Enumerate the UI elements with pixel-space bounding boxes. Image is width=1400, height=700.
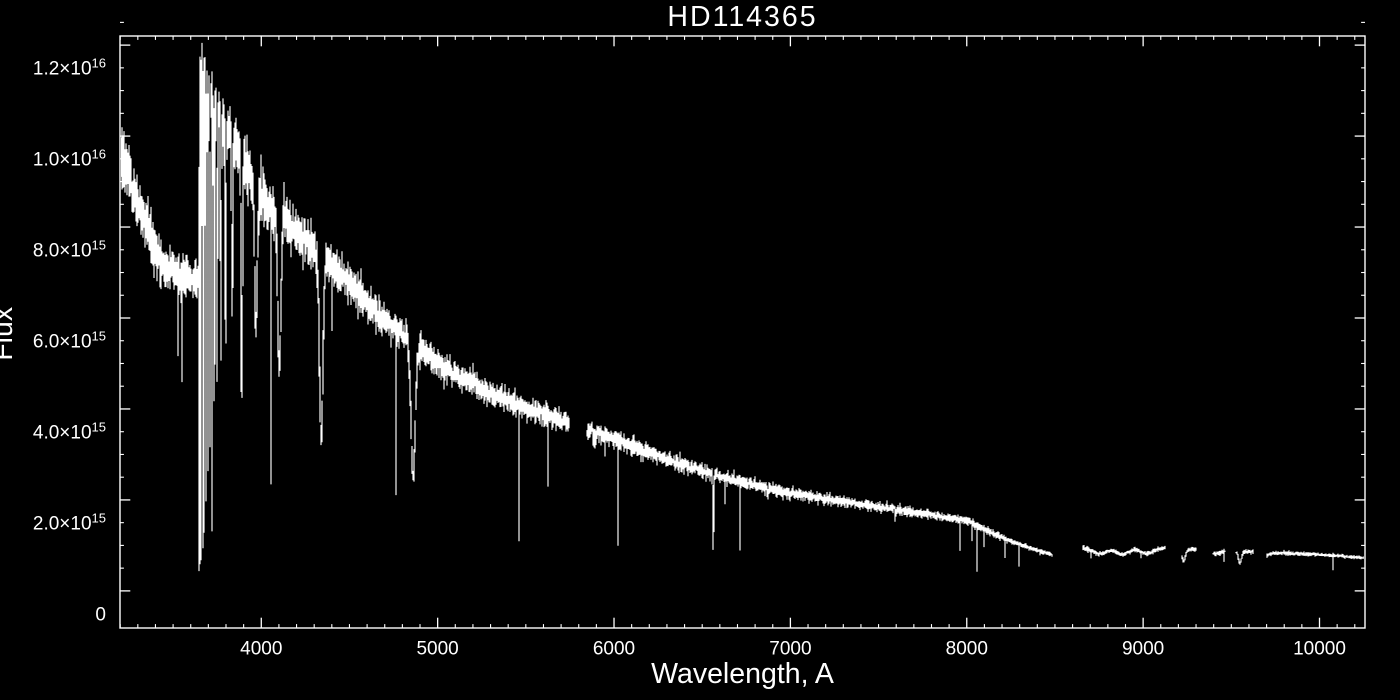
svg-text:10000: 10000 (1293, 638, 1346, 659)
svg-text:8000: 8000 (946, 638, 988, 659)
svg-text:5000: 5000 (416, 638, 458, 659)
svg-text:Wavelength, A: Wavelength, A (651, 658, 834, 690)
svg-text:9000: 9000 (1122, 638, 1164, 659)
svg-text:Flux: Flux (0, 307, 19, 361)
svg-text:7000: 7000 (769, 638, 811, 659)
svg-text:HD114365: HD114365 (667, 1, 817, 33)
svg-text:6000: 6000 (593, 638, 635, 659)
svg-text:4000: 4000 (240, 638, 282, 659)
svg-text:0: 0 (95, 604, 106, 625)
